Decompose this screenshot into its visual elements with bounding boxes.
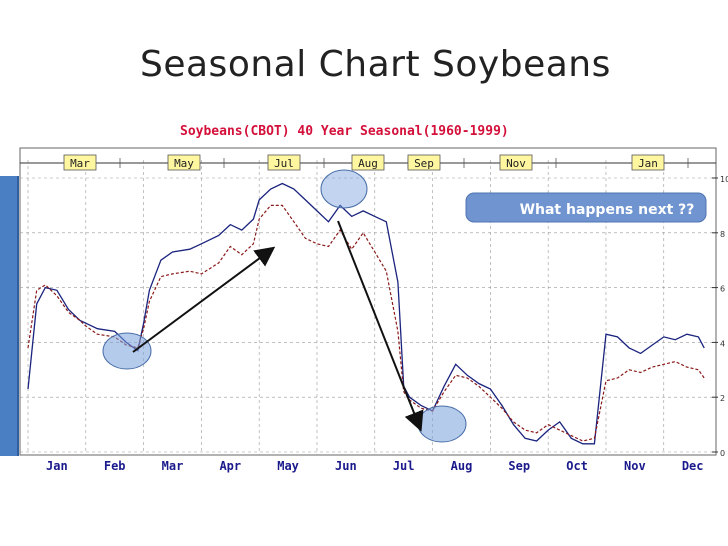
series-layer bbox=[27, 182, 705, 445]
top-month-label: Jul bbox=[274, 157, 294, 170]
y-tick-label: 2 bbox=[720, 394, 725, 403]
x-tick-label: Dec bbox=[682, 459, 704, 473]
y-tick-label: 10 bbox=[720, 175, 728, 184]
y-tick-label: 6 bbox=[720, 285, 725, 294]
slide-title: Seasonal Chart Soybeans bbox=[140, 44, 611, 85]
top-month-label: Sep bbox=[414, 157, 434, 170]
chart-subtitle: Soybeans(CBOT) 40 Year Seasonal(1960-199… bbox=[180, 124, 509, 139]
arrow-up bbox=[132, 246, 276, 353]
x-tick-label: Feb bbox=[104, 459, 126, 473]
top-month-label: Nov bbox=[506, 157, 526, 170]
series-line-red bbox=[27, 204, 705, 442]
trend-arrows bbox=[132, 220, 424, 432]
arrow-down bbox=[337, 220, 424, 432]
annotation-text: What happens next ?? bbox=[520, 202, 695, 218]
top-month-box bbox=[351, 154, 385, 171]
y-tick-label: 4 bbox=[720, 339, 725, 348]
x-tick-label: Jun bbox=[335, 459, 357, 473]
top-month-label: Jan bbox=[638, 157, 658, 170]
top-month-label: Aug bbox=[358, 157, 378, 170]
top-month-box bbox=[167, 154, 201, 171]
highlight-circle-jun bbox=[320, 169, 368, 209]
x-tick-label: Sep bbox=[508, 459, 530, 473]
top-month-box bbox=[267, 154, 301, 171]
highlight-circle-feb bbox=[102, 332, 152, 370]
x-tick-label: May bbox=[277, 459, 299, 473]
top-month-label: May bbox=[174, 157, 194, 170]
highlight-circle-aug bbox=[417, 405, 467, 443]
top-month-label: Mar bbox=[70, 157, 90, 170]
y-axis: 10 8 6 4 2 0 bbox=[712, 175, 728, 458]
x-tick-label: Jul bbox=[393, 459, 415, 473]
top-month-box bbox=[407, 154, 441, 171]
x-tick-label: Oct bbox=[566, 459, 588, 473]
left-accent-bar bbox=[0, 176, 19, 456]
y-tick-label: 8 bbox=[720, 230, 725, 239]
top-month-box bbox=[631, 154, 665, 171]
annotation-box bbox=[465, 192, 707, 223]
top-month-box bbox=[63, 154, 97, 171]
y-tick-label: 0 bbox=[720, 449, 725, 458]
x-tick-label: Jan bbox=[46, 459, 68, 473]
bottom-month-axis: Jan Feb Mar Apr May Jun Jul Aug Sep Oct Nov Dec bbox=[46, 459, 703, 473]
series-line-blue bbox=[27, 182, 705, 445]
x-tick-label: Nov bbox=[624, 459, 646, 473]
chart-frame bbox=[19, 147, 717, 456]
top-month-box bbox=[499, 154, 533, 171]
x-tick-label: Mar bbox=[162, 459, 184, 473]
x-tick-label: Aug bbox=[451, 459, 473, 473]
top-month-axis: Mar May Jul Aug Sep Nov Jan bbox=[20, 154, 716, 171]
highlight-markers bbox=[102, 169, 467, 443]
x-tick-label: Apr bbox=[219, 459, 241, 473]
